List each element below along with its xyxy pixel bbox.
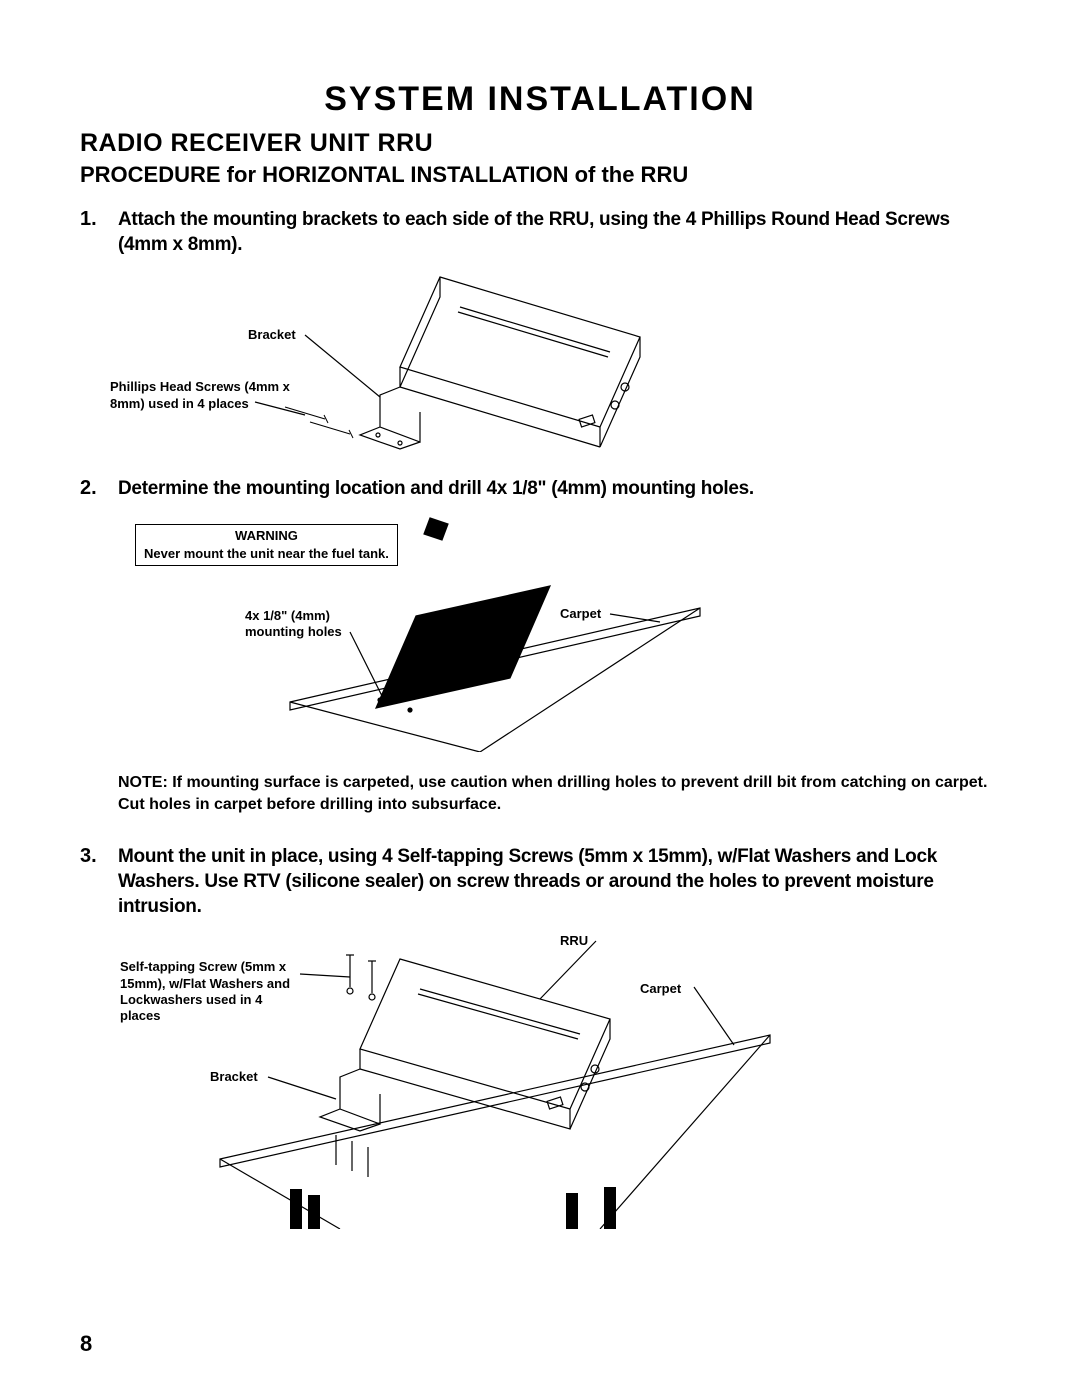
step-2-num: 2. — [80, 477, 118, 502]
diagram-3: RRU Self-tapping Screw (5mm x 15mm), w/F… — [80, 929, 1000, 1229]
label-carpet-d3: Carpet — [640, 981, 681, 997]
label-self-tapping: Self-tapping Screw (5mm x 15mm), w/Flat … — [120, 959, 300, 1024]
diagram-1: Bracket Phillips Head Screws (4mm x 8mm)… — [80, 267, 1000, 457]
warning-box: WARNING Never mount the unit near the fu… — [135, 524, 398, 566]
note-prefix: NOTE: — [118, 774, 172, 791]
label-phillips: Phillips Head Screws (4mm x 8mm) used in… — [110, 379, 310, 412]
sub-title: PROCEDURE for HORIZONTAL INSTALLATION of… — [80, 162, 1000, 188]
step-2-text: Determine the mounting location and dril… — [118, 477, 754, 502]
step-3: 3. Mount the unit in place, using 4 Self… — [80, 845, 1000, 919]
page-number: 8 — [80, 1331, 92, 1357]
warning-body: Never mount the unit near the fuel tank. — [144, 546, 389, 561]
label-mounting-holes: 4x 1/8" (4mm) mounting holes — [245, 608, 355, 641]
page: SYSTEM INSTALLATION RADIO RECEIVER UNIT … — [0, 0, 1080, 1397]
step-2: 2. Determine the mounting location and d… — [80, 477, 1000, 502]
label-carpet-d2: Carpet — [560, 606, 601, 622]
note-body: If mounting surface is carpeted, use cau… — [118, 774, 987, 813]
section-title: RADIO RECEIVER UNIT RRU — [80, 129, 1000, 158]
step-3-text: Mount the unit in place, using 4 Self-ta… — [118, 845, 1000, 919]
diagram-2: WARNING Never mount the unit near the fu… — [80, 512, 1000, 752]
step-1: 1. Attach the mounting brackets to each … — [80, 208, 1000, 257]
label-bracket-d3: Bracket — [210, 1069, 258, 1085]
label-rru: RRU — [560, 933, 588, 949]
note-block: NOTE: If mounting surface is carpeted, u… — [118, 772, 1000, 815]
step-3-num: 3. — [80, 845, 118, 919]
step-1-text: Attach the mounting brackets to each sid… — [118, 208, 1000, 257]
step-1-num: 1. — [80, 208, 118, 257]
warning-title: WARNING — [144, 527, 389, 545]
page-title: SYSTEM INSTALLATION — [80, 80, 1000, 119]
diagram-1-svg — [80, 267, 1000, 457]
label-bracket-d1: Bracket — [248, 327, 296, 343]
